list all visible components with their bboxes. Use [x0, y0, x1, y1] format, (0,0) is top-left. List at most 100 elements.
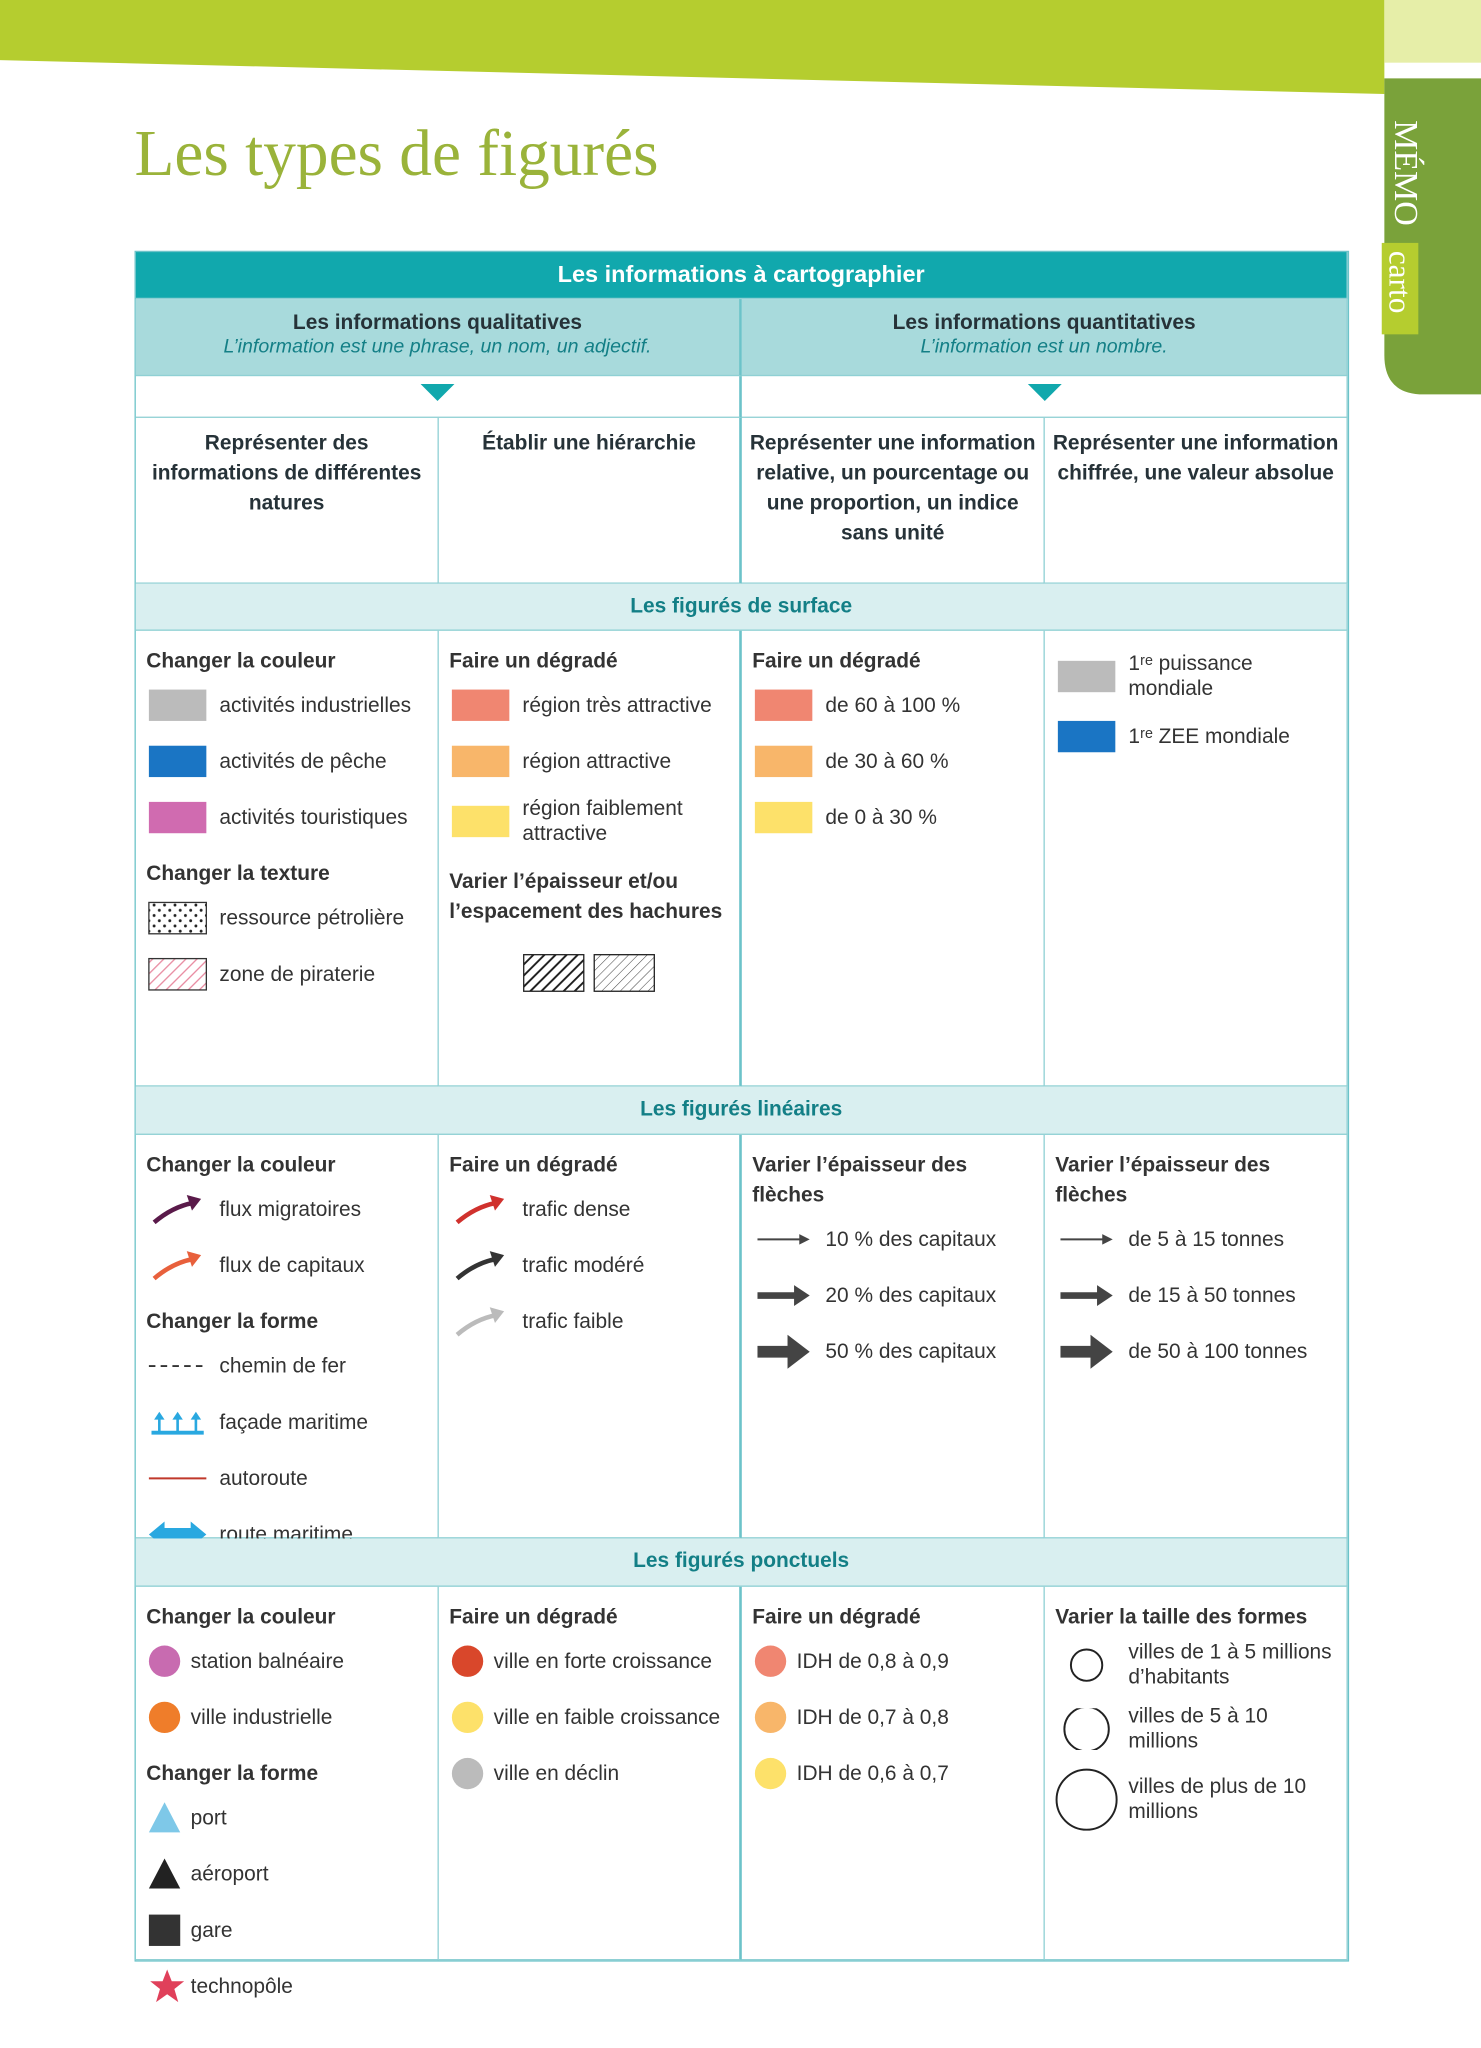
legend-symbol [757, 1234, 810, 1245]
symbol-shape [172, 1411, 183, 1420]
symbol-shape [489, 1194, 505, 1211]
legend-block: Changer la couleur flux migratoires flux d… [146, 1151, 427, 1287]
legend-block: 1ʳᵉ puissance mondiale 1ʳᵉ ZEE mondiale [1055, 652, 1336, 758]
cell: Varier l’épaisseur des flèches de 5 à 15 … [1044, 1134, 1348, 1539]
legend-heading: Changer la couleur [146, 650, 336, 673]
tab-label: MÉMO [1387, 120, 1424, 226]
legend-block: Faire un dégradé de 60 à 100 % de 30 à 60 … [752, 646, 1033, 838]
column-header: Représenter une information relative, un… [741, 417, 1045, 584]
top-band [0, 0, 1385, 95]
cell: Faire un dégradé de 60 à 100 % de 30 à 60 … [741, 630, 1045, 1087]
legend-symbol [451, 1645, 484, 1677]
legend-label: zone de piraterie [219, 963, 376, 986]
legend-heading: Varier l’épaisseur et/ou l’espacement de… [449, 871, 723, 924]
symbol-shape [1057, 720, 1116, 753]
legend-label: IDH de 0,7 à 0,8 [796, 1706, 949, 1729]
legend-label: 1ʳᵉ puissance mondiale [1128, 653, 1253, 701]
legend-block: Changer la texture ressource pétrolière zo… [146, 859, 427, 995]
legend-label: trafic modéré [522, 1254, 645, 1277]
symbol-shape [1055, 1768, 1118, 1831]
table: Les informations à cartographier Les info… [134, 250, 1350, 2003]
legend-block: Faire un dégradé région très attractive ré… [449, 646, 728, 846]
symbol-shape [1027, 383, 1062, 401]
legend-label: région attractive [522, 750, 672, 773]
legend-heading: Faire un dégradé [752, 650, 921, 673]
arrow-cell [741, 376, 1348, 418]
legend-item: de 60 à 100 % [752, 684, 1033, 726]
symbol-shape [420, 383, 455, 401]
legend-symbol [754, 689, 813, 721]
symbol-shape [148, 801, 207, 834]
symbol-shape [1069, 1648, 1104, 1682]
symbol-shape [455, 1200, 497, 1225]
legend-symbol [451, 745, 510, 778]
legend-symbol [148, 1645, 181, 1677]
legend-block: Changer la couleur activités industrielle… [146, 646, 427, 838]
legend-symbol [148, 1477, 207, 1480]
legend-item: ressource pétrolière [146, 897, 427, 939]
group-header: Les informations quantitatives L’informat… [741, 299, 1348, 377]
legend-symbol [148, 1914, 181, 1946]
legend-block: Faire un dégradé IDH de 0,8 à 0,9 IDH de 0… [752, 1602, 1033, 1794]
legend-block: Faire un dégradé trafic dense trafic modér… [449, 1151, 728, 1343]
legend-heading: Varier la taille des formes [1055, 1606, 1308, 1629]
legend-symbol [1060, 1234, 1113, 1245]
legend-item: chemin de fer [146, 1345, 427, 1387]
legend-symbol [148, 689, 207, 721]
symbol-shape [754, 1701, 787, 1734]
legend-label: chemin de fer [219, 1354, 347, 1378]
symbol-shape [148, 1645, 181, 1677]
column-header: Représenter une information chiffrée, un… [1044, 417, 1348, 584]
legend-item: de 50 à 100 tonnes [1055, 1331, 1336, 1373]
legend-item: zone de piraterie [146, 953, 427, 995]
column-header: Représenter des informations de différen… [135, 417, 439, 584]
legend-label: ville en faible croissance [493, 1706, 721, 1729]
legend-label: activités touristiques [219, 806, 408, 829]
legend-label: technopôle [190, 1975, 293, 1998]
legend-item: autoroute [146, 1457, 427, 1499]
legend-label: de 50 à 100 tonnes [1128, 1340, 1308, 1363]
symbol-shape [1102, 1234, 1113, 1245]
legend-symbol [148, 1858, 181, 1889]
legend-symbol [754, 745, 813, 778]
legend-item: trafic dense [449, 1188, 728, 1230]
legend-item: IDH de 0,7 à 0,8 [752, 1696, 1033, 1738]
legend-item: ville industrielle [146, 1696, 427, 1738]
cell: Faire un dégradé trafic dense trafic modér… [438, 1134, 742, 1539]
hatch-samples [449, 953, 728, 992]
legend-label: trafic faible [522, 1310, 624, 1333]
legend-label: flux migratoires [219, 1198, 362, 1221]
legend-symbol [1057, 720, 1116, 753]
symbol-shape [148, 1858, 181, 1889]
symbol-shape [489, 1307, 505, 1323]
symbol-shape [148, 745, 207, 778]
legend-label: de 15 à 50 tonnes [1128, 1284, 1296, 1307]
legend-label: 50 % des capitaux [825, 1340, 997, 1363]
legend-item: activités de pêche [146, 741, 427, 783]
decor: MÉMO carto [0, 0, 1481, 395]
symbol-shape [451, 805, 510, 838]
legend-symbol [1069, 1648, 1104, 1682]
section-title: Les figurés de surface [135, 583, 1348, 631]
legend-label: 10 % des capitaux [825, 1228, 997, 1251]
legend-label: villes de plus de 10 millions [1128, 1776, 1307, 1824]
legend-item: activités industrielles [146, 684, 427, 726]
legend-item: de 15 à 50 tonnes [1055, 1275, 1336, 1317]
group-subtitle: L’information est une phrase, un nom, un… [223, 335, 652, 358]
legend-symbol [148, 1802, 181, 1833]
legend-item: villes de plus de 10 millions [1055, 1768, 1336, 1831]
legend-item: façade maritime [146, 1401, 427, 1443]
legend-symbol [1060, 1334, 1113, 1369]
legend-symbol [1063, 1708, 1110, 1751]
legend-heading: Faire un dégradé [449, 650, 618, 673]
cell: Faire un dégradé IDH de 0,8 à 0,9 IDH de 0… [741, 1586, 1045, 1961]
cell: Faire un dégradé région très attractive ré… [438, 630, 742, 1087]
cell: 1ʳᵉ puissance mondiale 1ʳᵉ ZEE mondiale [1044, 630, 1348, 1087]
legend-symbol [148, 745, 207, 778]
legend-label: façade maritime [219, 1411, 369, 1434]
legend-label: 20 % des capitaux [825, 1284, 997, 1307]
legend-label: IDH de 0,6 à 0,7 [796, 1762, 949, 1785]
symbol-shape [1090, 1334, 1113, 1369]
legend-item: 50 % des capitaux [752, 1331, 1033, 1373]
